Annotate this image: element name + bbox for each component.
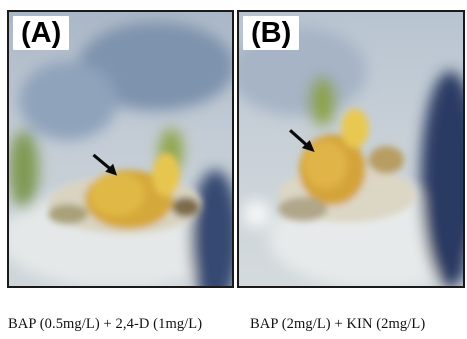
panel-label-b: (B): [243, 16, 300, 50]
callus-photo-a: [9, 12, 232, 286]
photo-panel-a: (A): [7, 10, 234, 288]
panel-label-a: (A): [13, 16, 70, 50]
arrow-icon: [289, 129, 315, 152]
arrow-icon: [92, 153, 118, 176]
callus-photo-b: [239, 12, 463, 286]
caption-a: BAP (0.5mg/L) + 2,4-D (1mg/L): [8, 316, 203, 332]
caption-b: BAP (2mg/L) + KIN (2mg/L): [250, 316, 426, 332]
photo-panel-b: (B): [237, 10, 465, 288]
